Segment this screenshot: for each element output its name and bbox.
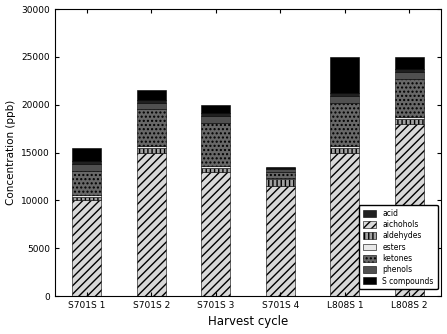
- Bar: [72, 161, 101, 164]
- Bar: [266, 169, 295, 172]
- Bar: [72, 164, 101, 171]
- Bar: [137, 103, 166, 110]
- Bar: [395, 117, 424, 119]
- Bar: [137, 100, 166, 103]
- Bar: [201, 166, 230, 168]
- Bar: [137, 91, 166, 100]
- Bar: [137, 148, 166, 153]
- Bar: [137, 146, 166, 148]
- Bar: [395, 69, 424, 72]
- Bar: [201, 105, 230, 113]
- Bar: [266, 168, 295, 169]
- Bar: [330, 96, 359, 103]
- Bar: [266, 167, 295, 168]
- Bar: [266, 186, 295, 296]
- Bar: [395, 57, 424, 69]
- Bar: [266, 179, 295, 186]
- Bar: [395, 79, 424, 117]
- Legend: acid, aichohols, aldehydes, esters, ketones, phenols, S compounds: acid, aichohols, aldehydes, esters, keto…: [359, 205, 438, 289]
- Bar: [330, 148, 359, 153]
- Bar: [330, 57, 359, 93]
- Bar: [72, 171, 101, 195]
- Bar: [266, 172, 295, 178]
- Bar: [201, 168, 230, 172]
- Bar: [395, 124, 424, 296]
- Y-axis label: Concentration (ppb): Concentration (ppb): [5, 100, 16, 205]
- Bar: [201, 116, 230, 123]
- Bar: [266, 178, 295, 179]
- Bar: [201, 113, 230, 116]
- Bar: [72, 200, 101, 296]
- Bar: [72, 148, 101, 161]
- Bar: [395, 119, 424, 124]
- Bar: [330, 93, 359, 96]
- Bar: [72, 195, 101, 196]
- Bar: [395, 72, 424, 79]
- Bar: [137, 153, 166, 296]
- Bar: [330, 103, 359, 146]
- Bar: [201, 172, 230, 296]
- Bar: [72, 196, 101, 200]
- Bar: [137, 110, 166, 146]
- X-axis label: Harvest cycle: Harvest cycle: [208, 315, 288, 328]
- Bar: [330, 146, 359, 148]
- Bar: [201, 123, 230, 166]
- Bar: [330, 153, 359, 296]
